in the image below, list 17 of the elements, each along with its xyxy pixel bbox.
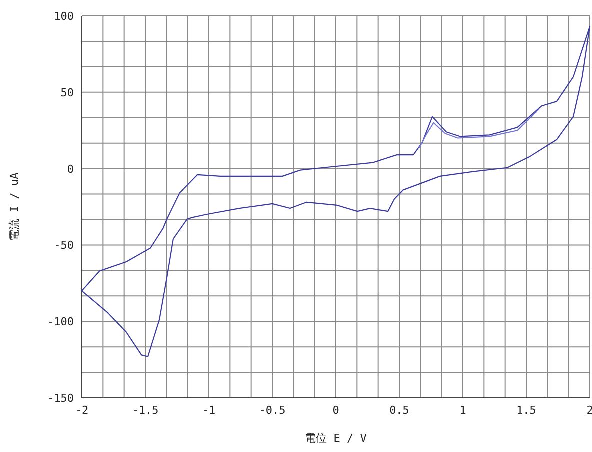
y-axis-title: 電流 I / uA [8, 172, 21, 242]
y-tick-label: 50 [60, 86, 74, 100]
y-tick-label: -150 [48, 392, 74, 405]
x-tick-label: 0.5 [390, 404, 410, 417]
y-tick-label: 0 [67, 162, 74, 176]
x-tick-label: -2 [75, 404, 89, 417]
x-tick-label: -1 [202, 404, 216, 417]
y-tick-label: -100 [48, 316, 74, 329]
y-tick-label: 100 [54, 10, 74, 23]
x-tick-label: 0 [332, 404, 340, 417]
x-tick-label: -0.5 [259, 404, 286, 417]
x-tick-label: 1 [460, 404, 466, 417]
y-tick-label: -50 [54, 239, 74, 252]
x-tick-label: 1.5 [516, 404, 536, 417]
x-axis-title: 電位 E / V [305, 432, 368, 445]
x-tick-label: -1.5 [132, 404, 159, 417]
x-tick-label: 2 [586, 404, 592, 417]
